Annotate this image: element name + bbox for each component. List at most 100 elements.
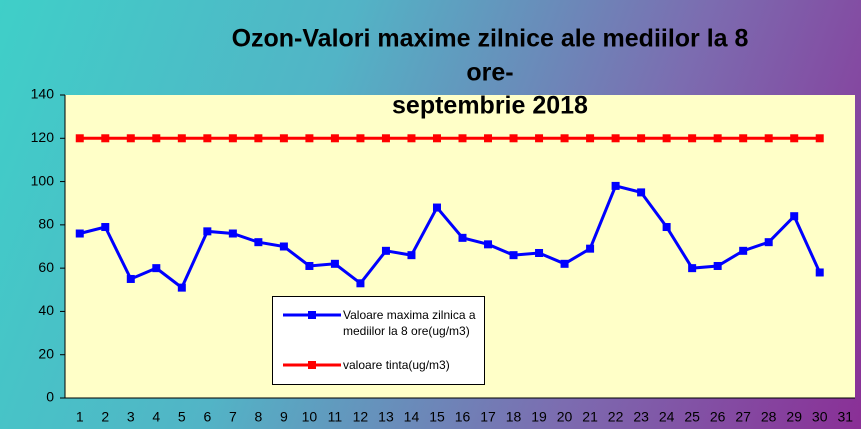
x-tick-label: 5 xyxy=(178,409,186,425)
point-marker xyxy=(381,134,390,143)
y-tick-label: 80 xyxy=(38,216,54,232)
point-marker xyxy=(637,188,646,197)
x-tick-label: 20 xyxy=(557,409,573,425)
point-marker xyxy=(254,134,263,143)
point-marker xyxy=(432,203,441,212)
point-marker xyxy=(739,246,748,255)
point-marker xyxy=(101,134,110,143)
y-tick-label: 60 xyxy=(38,259,54,275)
x-tick-label: 2 xyxy=(101,409,109,425)
point-marker xyxy=(790,134,799,143)
legend-label: valoare tinta(ug/m3) xyxy=(343,358,450,372)
point-marker xyxy=(662,223,671,232)
point-marker xyxy=(560,134,569,143)
x-tick-label: 26 xyxy=(710,409,726,425)
point-marker xyxy=(586,134,595,143)
point-marker xyxy=(713,134,722,143)
point-marker xyxy=(254,238,263,247)
y-tick-label: 0 xyxy=(46,389,54,405)
point-marker xyxy=(305,134,314,143)
legend-entry: valoare tinta(ug/m3) xyxy=(281,357,481,373)
point-marker xyxy=(484,240,493,249)
point-marker xyxy=(484,134,493,143)
point-marker xyxy=(356,134,365,143)
y-tick-label: 140 xyxy=(31,86,55,102)
x-tick-label: 12 xyxy=(353,409,369,425)
x-tick-label: 14 xyxy=(404,409,420,425)
point-marker xyxy=(637,134,646,143)
x-tick-label: 17 xyxy=(480,409,496,425)
y-tick-label: 100 xyxy=(31,172,55,188)
x-tick-label: 10 xyxy=(302,409,318,425)
point-marker xyxy=(279,134,288,143)
point-marker xyxy=(381,246,390,255)
point-marker xyxy=(764,238,773,247)
point-marker xyxy=(509,134,518,143)
point-marker xyxy=(126,134,135,143)
point-marker xyxy=(279,242,288,251)
x-tick-label: 15 xyxy=(429,409,445,425)
point-marker xyxy=(458,134,467,143)
point-marker xyxy=(75,134,84,143)
x-tick-label: 7 xyxy=(229,409,237,425)
point-marker xyxy=(560,259,569,268)
point-marker xyxy=(611,181,620,190)
point-marker xyxy=(688,134,697,143)
series-line xyxy=(79,184,822,290)
point-marker xyxy=(101,223,110,232)
x-tick-label: 11 xyxy=(328,409,343,425)
point-marker xyxy=(152,134,161,143)
point-marker xyxy=(177,283,186,292)
point-marker xyxy=(713,261,722,270)
x-tick-label: 4 xyxy=(152,409,160,425)
point-marker xyxy=(407,251,416,260)
x-tick-label: 28 xyxy=(761,409,777,425)
point-marker xyxy=(177,134,186,143)
y-tick-label: 120 xyxy=(31,129,55,145)
point-marker xyxy=(662,134,671,143)
x-tick-label: 19 xyxy=(531,409,547,425)
y-tick-label: 40 xyxy=(38,302,54,318)
x-tick-label: 13 xyxy=(378,409,394,425)
point-marker xyxy=(330,134,339,143)
x-tick-label: 8 xyxy=(254,409,262,425)
x-tick-label: 27 xyxy=(735,409,751,425)
point-marker xyxy=(790,212,799,221)
x-tick-label: 24 xyxy=(659,409,675,425)
x-tick-label: 18 xyxy=(506,409,522,425)
x-tick-label: 1 xyxy=(76,409,84,425)
point-marker xyxy=(305,261,314,270)
x-tick-label: 16 xyxy=(455,409,471,425)
chart-title: septembrie 2018 xyxy=(392,92,588,120)
point-marker xyxy=(458,233,467,242)
point-marker xyxy=(203,227,212,236)
point-marker xyxy=(330,259,339,268)
point-marker xyxy=(815,134,824,143)
point-marker xyxy=(432,134,441,143)
x-tick-label: 9 xyxy=(280,409,288,425)
y-tick-label: 20 xyxy=(38,345,54,361)
legend: Valoare maxima zilnica a mediilor la 8 o… xyxy=(272,296,485,385)
point-marker xyxy=(152,264,161,273)
point-marker xyxy=(203,134,212,143)
legend-swatch xyxy=(283,361,341,369)
x-tick-label: 3 xyxy=(127,409,135,425)
point-marker xyxy=(126,274,135,283)
x-tick-label: 31 xyxy=(837,409,853,425)
point-marker xyxy=(228,229,237,238)
chart-title: Ozon-Valori maxime zilnice ale mediilor … xyxy=(232,25,749,53)
x-tick-label: 25 xyxy=(684,409,700,425)
x-tick-label: 29 xyxy=(786,409,802,425)
x-tick-label: 23 xyxy=(633,409,649,425)
point-marker xyxy=(764,134,773,143)
chart-title: ore- xyxy=(466,59,513,87)
point-marker xyxy=(75,229,84,238)
point-marker xyxy=(356,279,365,288)
point-marker xyxy=(407,134,416,143)
x-tick-label: 30 xyxy=(812,409,828,425)
point-marker xyxy=(535,248,544,257)
point-marker xyxy=(228,134,237,143)
x-tick-label: 6 xyxy=(203,409,211,425)
x-tick-label: 22 xyxy=(608,409,624,425)
